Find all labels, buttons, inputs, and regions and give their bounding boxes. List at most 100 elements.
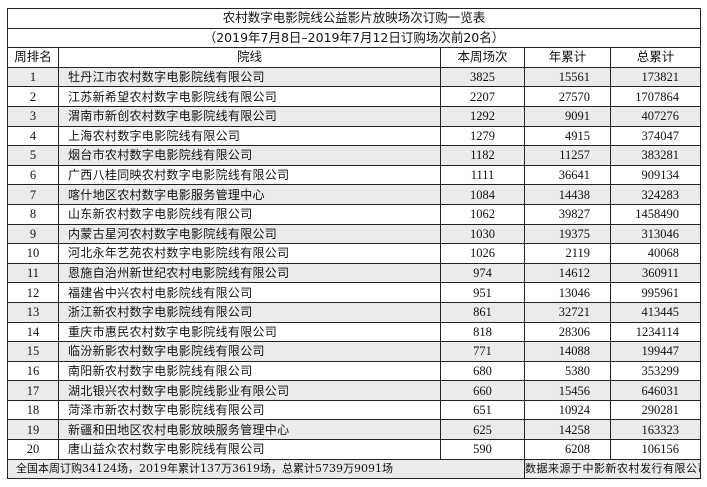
rank-cell: 11: [7, 262, 59, 284]
header-total: 总累计: [610, 47, 701, 68]
total-count-cell: 374047: [610, 125, 701, 147]
weekly-count-cell: 861: [440, 301, 525, 323]
table-row: 20 唐山益众农村数字电影院线有限公司 590 6208 106156: [7, 439, 701, 460]
circuit-name-cell: 新疆和田地区农村电影放映服务管理中心: [58, 419, 441, 441]
table-row: 7 喀什地区农村数字电影服务管理中心 1084 14438 324283: [7, 184, 701, 205]
weekly-count-cell: 590: [440, 439, 525, 460]
circuit-name-cell: 河北永年艺苑农村数字电影院线有限公司: [58, 243, 441, 264]
table-subtitle: （2019年7月8日–2019年7月12日订购场次前20名）: [7, 27, 701, 49]
rank-cell: 12: [7, 282, 59, 303]
rank-cell: 13: [7, 301, 59, 323]
total-count-cell: 1234114: [610, 321, 701, 343]
total-count-cell: 163323: [610, 419, 701, 441]
total-count-cell: 407276: [610, 105, 701, 127]
circuit-name-cell: 喀什地区农村数字电影服务管理中心: [58, 184, 441, 205]
rank-cell: 7: [7, 184, 59, 205]
yearly-count-cell: 5380: [524, 360, 611, 382]
table-row: 18 菏泽市新农村数字电影院线有限公司 651 10924 290281: [7, 399, 701, 421]
weekly-count-cell: 2207: [440, 86, 525, 107]
weekly-count-cell: 1026: [440, 243, 525, 264]
rank-cell: 16: [7, 360, 59, 382]
total-count-cell: 173821: [610, 66, 701, 88]
circuit-name-cell: 菏泽市新农村数字电影院线有限公司: [58, 399, 441, 421]
yearly-count-cell: 27570: [524, 86, 611, 107]
weekly-count-cell: 1030: [440, 223, 525, 245]
total-count-cell: 1707864: [610, 86, 701, 107]
footer-source: 数据来源于中影新农村发行有限公司: [524, 458, 701, 480]
rank-cell: 2: [7, 86, 59, 107]
yearly-count-cell: 14088: [524, 341, 611, 362]
yearly-count-cell: 39827: [524, 203, 611, 225]
weekly-count-cell: 1182: [440, 145, 525, 166]
rank-cell: 4: [7, 125, 59, 147]
footer-row: 全国本周订购34124场，2019年累计137万3619场，总累计5739万90…: [7, 458, 701, 480]
rank-cell: 17: [7, 380, 59, 401]
total-count-cell: 995961: [610, 282, 701, 303]
header-weekly: 本周场次: [440, 47, 525, 68]
yearly-count-cell: 4915: [524, 125, 611, 147]
total-count-cell: 199447: [610, 341, 701, 362]
rank-cell: 9: [7, 223, 59, 245]
total-count-cell: 290281: [610, 399, 701, 421]
yearly-count-cell: 11257: [524, 145, 611, 166]
table-row: 19 新疆和田地区农村电影放映服务管理中心 625 14258 163323: [7, 419, 701, 441]
rank-cell: 6: [7, 164, 59, 186]
total-count-cell: 413445: [610, 301, 701, 323]
table-row: 15 临汾新影农村数字电影院线有限公司 771 14088 199447: [7, 341, 701, 362]
yearly-count-cell: 14612: [524, 262, 611, 284]
header-rank: 周排名: [7, 47, 59, 68]
weekly-count-cell: 951: [440, 282, 525, 303]
yearly-count-cell: 28306: [524, 321, 611, 343]
weekly-count-cell: 680: [440, 360, 525, 382]
yearly-count-cell: 14258: [524, 419, 611, 441]
weekly-count-cell: 974: [440, 262, 525, 284]
yearly-count-cell: 32721: [524, 301, 611, 323]
circuit-name-cell: 牡丹江市农村数字电影院线有限公司: [58, 66, 441, 88]
yearly-count-cell: 9091: [524, 105, 611, 127]
footer-summary: 全国本周订购34124场，2019年累计137万3619场，总累计5739万90…: [7, 458, 525, 480]
table-row: 9 内蒙古星河农村数字电影院线有限公司 1030 19375 313046: [7, 223, 701, 245]
yearly-count-cell: 15456: [524, 380, 611, 401]
table-row: 17 湖北银兴农村数字电影院线影业有限公司 660 15456 646031: [7, 380, 701, 401]
weekly-count-cell: 1084: [440, 184, 525, 205]
circuit-name-cell: 烟台市农村数字电影院线有限公司: [58, 145, 441, 166]
rank-cell: 19: [7, 419, 59, 441]
rank-cell: 10: [7, 243, 59, 264]
circuit-name-cell: 广西八桂同映农村数字电影院线有限公司: [58, 164, 441, 186]
table-row: 6 广西八桂同映农村数字电影院线有限公司 1111 36641 909134: [7, 164, 701, 186]
circuit-name-cell: 南阳新农村数字电影院线有限公司: [58, 360, 441, 382]
table-row: 5 烟台市农村数字电影院线有限公司 1182 11257 383281: [7, 145, 701, 166]
header-circuit: 院线: [58, 47, 441, 68]
yearly-count-cell: 14438: [524, 184, 611, 205]
table-row: 10 河北永年艺苑农村数字电影院线有限公司 1026 2119 40068: [7, 243, 701, 264]
table-row: 4 上海农村数字电影院线有限公司 1279 4915 374047: [7, 125, 701, 147]
circuit-name-cell: 江苏新希望农村数字电影院线有限公司: [58, 86, 441, 107]
circuit-name-cell: 湖北银兴农村数字电影院线影业有限公司: [58, 380, 441, 401]
rank-cell: 8: [7, 203, 59, 225]
table-row: 16 南阳新农村数字电影院线有限公司 680 5380 353299: [7, 360, 701, 382]
yearly-count-cell: 6208: [524, 439, 611, 460]
rank-cell: 5: [7, 145, 59, 166]
table-row: 11 恩施自治州新世纪农村电影院线有限公司 974 14612 360911: [7, 262, 701, 284]
total-count-cell: 383281: [610, 145, 701, 166]
weekly-count-cell: 771: [440, 341, 525, 362]
total-count-cell: 313046: [610, 223, 701, 245]
circuit-name-cell: 唐山益众农村数字电影院线有限公司: [58, 439, 441, 460]
table-row: 2 江苏新希望农村数字电影院线有限公司 2207 27570 1707864: [7, 86, 701, 107]
yearly-count-cell: 36641: [524, 164, 611, 186]
total-count-cell: 1458490: [610, 203, 701, 225]
weekly-count-cell: 1111: [440, 164, 525, 186]
yearly-count-cell: 2119: [524, 243, 611, 264]
weekly-count-cell: 625: [440, 419, 525, 441]
total-count-cell: 324283: [610, 184, 701, 205]
circuit-name-cell: 上海农村数字电影院线有限公司: [58, 125, 441, 147]
circuit-name-cell: 恩施自治州新世纪农村电影院线有限公司: [58, 262, 441, 284]
circuit-name-cell: 临汾新影农村数字电影院线有限公司: [58, 341, 441, 362]
table-row: 12 福建省中兴农村电影院线有限公司 951 13046 995961: [7, 282, 701, 303]
yearly-count-cell: 13046: [524, 282, 611, 303]
yearly-count-cell: 19375: [524, 223, 611, 245]
circuit-name-cell: 内蒙古星河农村数字电影院线有限公司: [58, 223, 441, 245]
rank-cell: 14: [7, 321, 59, 343]
rank-cell: 1: [7, 66, 59, 88]
circuit-name-cell: 福建省中兴农村电影院线有限公司: [58, 282, 441, 303]
